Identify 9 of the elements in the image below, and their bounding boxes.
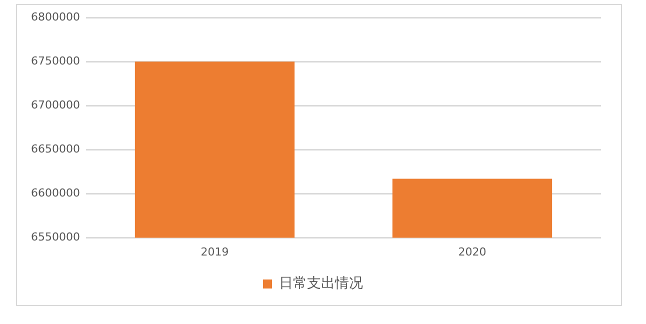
y-tick-label: 6750000 [30, 54, 80, 68]
x-tick-label: 2019 [200, 245, 229, 258]
legend-label: 日常支出情况 [279, 276, 363, 292]
y-tick-label: 6700000 [30, 98, 80, 112]
y-tick-label: 6650000 [30, 142, 80, 156]
x-tick-label: 2020 [458, 245, 486, 258]
y-tick-label: 6800000 [30, 10, 80, 24]
y-tick-label: 6600000 [30, 186, 80, 200]
y-tick-label: 6550000 [30, 230, 80, 244]
